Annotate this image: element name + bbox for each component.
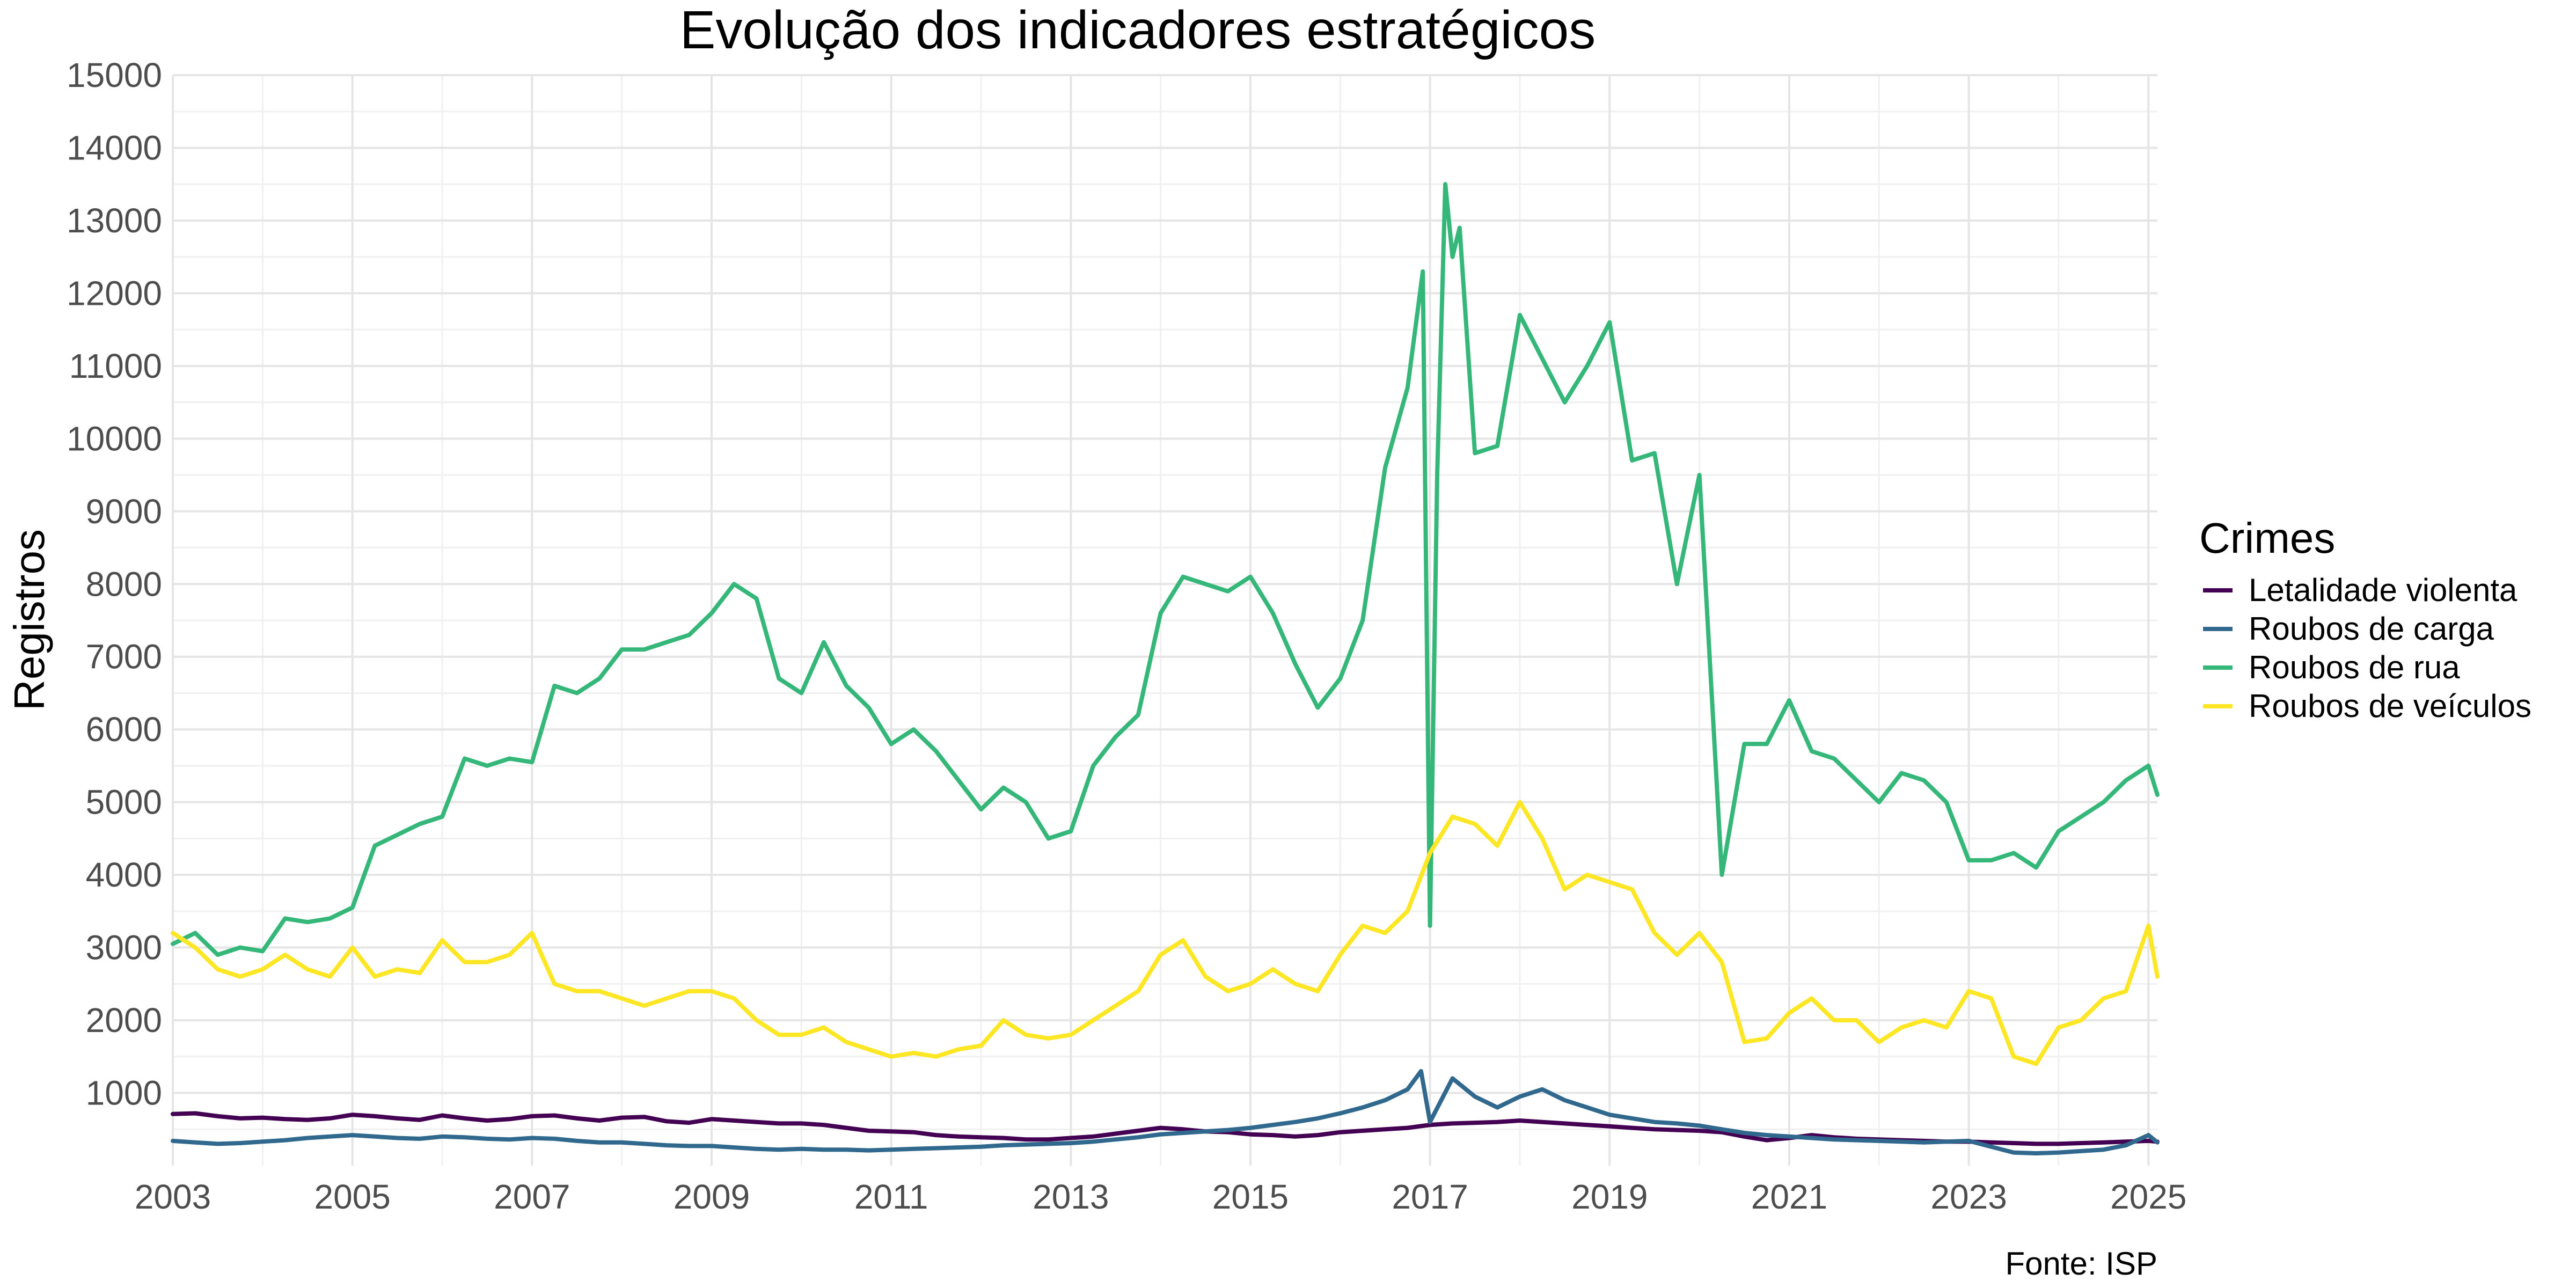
x-tick-label: 2021 <box>1751 1177 1827 1216</box>
y-tick-label: 7000 <box>86 638 162 676</box>
y-tick-label: 6000 <box>86 710 162 749</box>
x-tick-label: 2013 <box>1033 1177 1109 1216</box>
series-line-3 <box>171 800 2160 1066</box>
legend-label: Roubos de carga <box>2249 611 2494 647</box>
x-tick-label: 2017 <box>1392 1177 1468 1216</box>
x-tick-label: 2015 <box>1212 1177 1289 1216</box>
y-tick-label: 11000 <box>69 347 162 385</box>
y-tick-label: 15000 <box>67 56 162 94</box>
legend-title: Crimes <box>2199 514 2335 562</box>
grid <box>172 74 2157 1166</box>
series-line-2 <box>171 182 2160 957</box>
y-axis-ticks: 1000 2000 3000 4000 5000 6000 7000 8000 9000 1000… <box>67 56 162 1113</box>
x-tick-label: 2009 <box>674 1177 750 1216</box>
y-tick-label: 1000 <box>86 1074 162 1113</box>
caption: Fonte: ISP <box>2006 1246 2157 1282</box>
y-tick-label: 10000 <box>67 419 162 458</box>
series-lines <box>171 182 2160 1155</box>
y-tick-label: 8000 <box>86 565 162 603</box>
y-tick-label: 4000 <box>86 855 162 894</box>
series-line-1 <box>171 1069 2160 1155</box>
y-tick-label: 2000 <box>86 1001 162 1040</box>
x-tick-label: 2003 <box>135 1177 211 1216</box>
x-axis-ticks: 2003 2005 2007 2009 2011 2013 2015 2017 2019 2021… <box>135 1177 2187 1216</box>
y-axis-label: Registros <box>5 529 53 711</box>
y-tick-label: 13000 <box>67 201 162 240</box>
y-tick-label: 5000 <box>86 783 162 822</box>
y-tick-label: 14000 <box>67 128 162 167</box>
x-tick-label: 2011 <box>854 1177 928 1216</box>
y-tick-label: 3000 <box>86 928 162 967</box>
y-tick-label: 9000 <box>86 492 162 531</box>
chart-title: Evolução dos indicadores estratégicos <box>680 0 1596 60</box>
x-tick-label: 2019 <box>1571 1177 1648 1216</box>
y-tick-label: 12000 <box>67 274 162 312</box>
legend-label: Letalidade violenta <box>2249 572 2518 608</box>
x-tick-label: 2025 <box>2110 1177 2186 1216</box>
x-tick-label: 2007 <box>494 1177 570 1216</box>
legend-label: Roubos de veículos <box>2249 688 2531 724</box>
x-tick-label: 2005 <box>314 1177 390 1216</box>
legend-label: Roubos de rua <box>2249 649 2460 685</box>
x-tick-label: 2023 <box>1930 1177 2007 1216</box>
